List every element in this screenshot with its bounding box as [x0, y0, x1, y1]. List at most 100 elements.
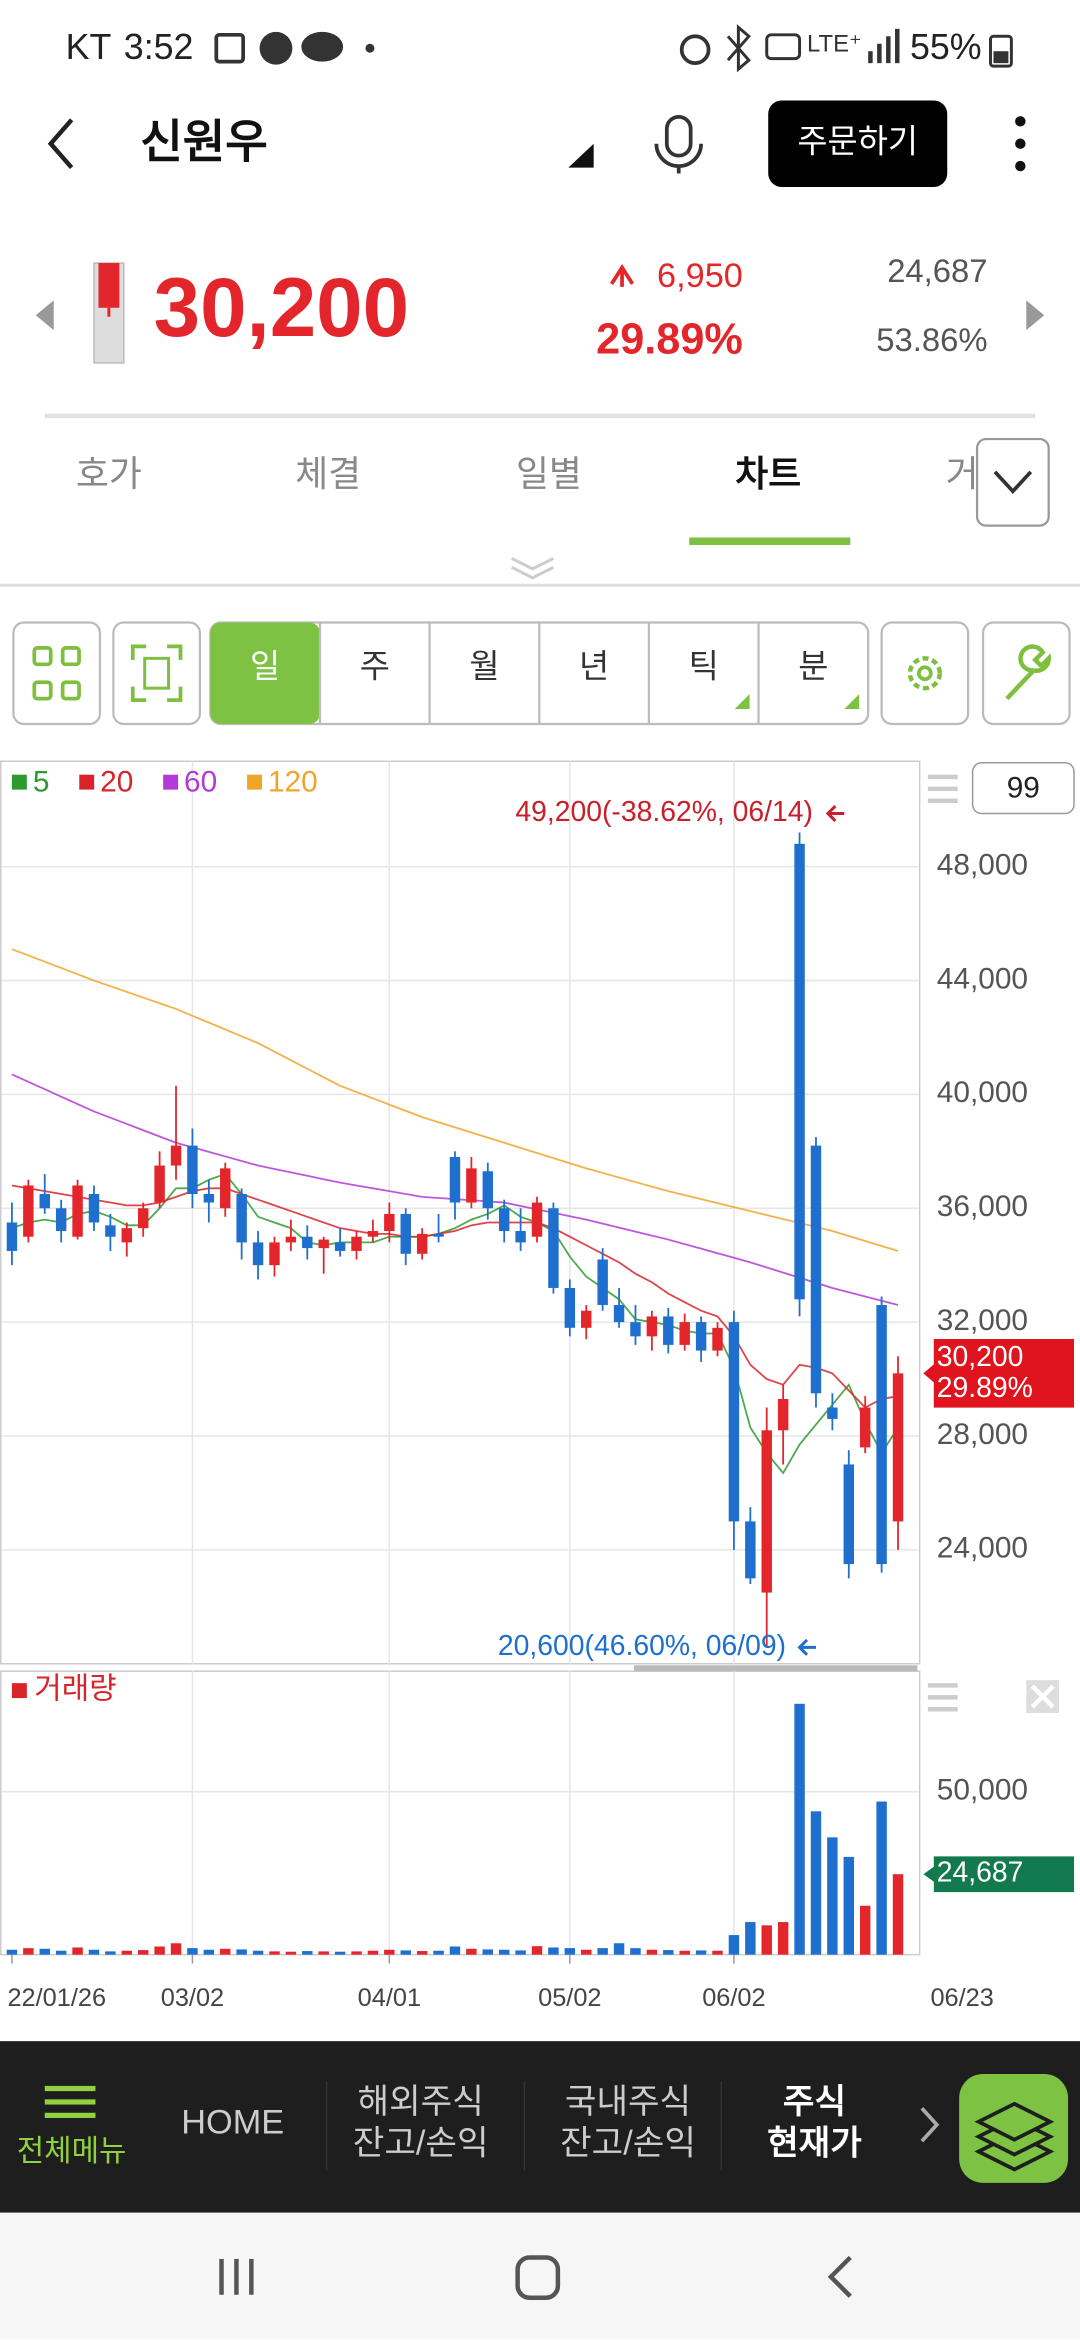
- x-tick-label: 04/01: [358, 1984, 421, 2012]
- x-tick-label: 22/01/26: [7, 1984, 106, 2012]
- candle-body: [876, 1305, 887, 1565]
- pane-menu[interactable]: [927, 774, 958, 804]
- volume-pane-close[interactable]: [1026, 1680, 1060, 1713]
- price-gauge: [93, 262, 125, 364]
- last-price-rate: 29.89%: [937, 1372, 1033, 1404]
- stock-name[interactable]: 신원우: [140, 115, 268, 167]
- recents-button[interactable]: [219, 2258, 254, 2295]
- volume-bar: [515, 1950, 526, 1955]
- legend-swatch: [79, 774, 95, 790]
- divider: [0, 583, 1080, 587]
- period-option[interactable]: 분: [798, 647, 828, 684]
- nav-item[interactable]: 국내주식: [565, 2083, 691, 2121]
- volume-bar: [105, 1951, 116, 1955]
- tools-button[interactable]: [981, 621, 1071, 726]
- up-arrow: [610, 264, 635, 287]
- pane-splitter[interactable]: [633, 1665, 918, 1672]
- volume-bar: [646, 1949, 658, 1955]
- volume-bar: [252, 1950, 264, 1955]
- candle-body: [843, 1464, 855, 1565]
- volume-bar: [761, 1925, 772, 1955]
- layout-button[interactable]: [12, 621, 102, 726]
- mic-button[interactable]: [654, 114, 703, 174]
- period-count[interactable]: 99: [1007, 771, 1040, 804]
- volume-bar: [679, 1950, 690, 1955]
- candle-body: [515, 1231, 526, 1243]
- back-nav-button[interactable]: [827, 2255, 852, 2298]
- candle-body: [6, 1222, 18, 1251]
- dropdown-mark[interactable]: [568, 143, 594, 168]
- more-menu[interactable]: [1015, 116, 1026, 172]
- volume-bar: [827, 1837, 838, 1955]
- back-button[interactable]: [47, 118, 74, 170]
- nav-scroll-arrow[interactable]: [920, 2107, 940, 2143]
- next-stock[interactable]: [1026, 300, 1045, 331]
- candle-body: [285, 1236, 297, 1243]
- candle-body: [498, 1208, 510, 1232]
- period-active[interactable]: [210, 622, 320, 724]
- fullscreen-button[interactable]: [112, 621, 202, 726]
- active-tab-indicator: [689, 537, 851, 545]
- legend-label: 거래량: [34, 1672, 116, 1705]
- candle-body: [777, 1398, 789, 1431]
- menu-icon[interactable]: [44, 2085, 96, 2118]
- chevron: [993, 470, 1033, 495]
- order-button-label[interactable]: 주문하기: [797, 122, 918, 159]
- candle-body: [72, 1185, 83, 1237]
- volume-bar: [745, 1922, 756, 1955]
- candle-body: [613, 1305, 625, 1323]
- y-tick-label: 48,000: [937, 848, 1028, 881]
- clock: 3:52: [124, 27, 194, 67]
- legend-label: 20: [100, 766, 133, 799]
- drag-handle[interactable]: [510, 557, 555, 580]
- candle-body: [318, 1239, 329, 1249]
- tab[interactable]: 거: [946, 454, 979, 494]
- y-tick-label: 24,000: [937, 1532, 1028, 1565]
- period-option[interactable]: 일: [250, 647, 280, 684]
- period-count-box[interactable]: [971, 762, 1075, 815]
- layers-button[interactable]: [959, 2073, 1069, 2183]
- tab-expand-button[interactable]: [975, 437, 1050, 527]
- period-option[interactable]: 주: [360, 647, 390, 684]
- tab[interactable]: 호가: [76, 454, 142, 494]
- volume-bar: [367, 1950, 379, 1955]
- settings-button[interactable]: [880, 621, 970, 726]
- nav-item[interactable]: 잔고/손익: [560, 2125, 696, 2163]
- prev-stock[interactable]: [35, 300, 54, 331]
- candle-body: [351, 1236, 362, 1251]
- last-price: 30,200: [937, 1341, 1024, 1373]
- period-option[interactable]: 틱: [689, 647, 719, 684]
- volume-bar: [876, 1801, 887, 1955]
- period-option[interactable]: 월: [469, 647, 499, 684]
- nav-item[interactable]: HOME: [181, 2104, 284, 2142]
- home-button[interactable]: [515, 2255, 561, 2300]
- tab[interactable]: 체결: [295, 454, 361, 494]
- period-option[interactable]: 년: [579, 647, 609, 684]
- carrier: KT: [66, 27, 112, 67]
- order-button[interactable]: [768, 100, 948, 187]
- change-rate: 29.89%: [596, 316, 743, 364]
- candle-body: [416, 1233, 428, 1254]
- volume-ratio: 53.86%: [876, 321, 987, 358]
- tab[interactable]: 차트: [735, 454, 801, 494]
- tab[interactable]: 일별: [516, 454, 582, 494]
- nav-item[interactable]: 현재가: [767, 2125, 862, 2163]
- nav-item[interactable]: 해외주식: [358, 2083, 484, 2121]
- volume-bar: [72, 1947, 83, 1955]
- volume-bar: [859, 1905, 871, 1955]
- nav-item[interactable]: 전체메뉴: [17, 2135, 127, 2168]
- nav-item[interactable]: 잔고/손익: [353, 2125, 489, 2163]
- candle-body: [581, 1310, 592, 1328]
- status-icons: LTE⁺: [214, 24, 1013, 73]
- volume-pane-menu[interactable]: [927, 1683, 958, 1712]
- candle-body: [154, 1165, 165, 1203]
- candle-body: [220, 1168, 231, 1209]
- nav-item[interactable]: 주식: [783, 2083, 846, 2121]
- volume-bar: [285, 1951, 297, 1955]
- candle-body: [712, 1327, 723, 1351]
- x-tick-label: 06/02: [702, 1984, 765, 2012]
- candle-body: [597, 1259, 608, 1306]
- volume-bar: [433, 1950, 444, 1955]
